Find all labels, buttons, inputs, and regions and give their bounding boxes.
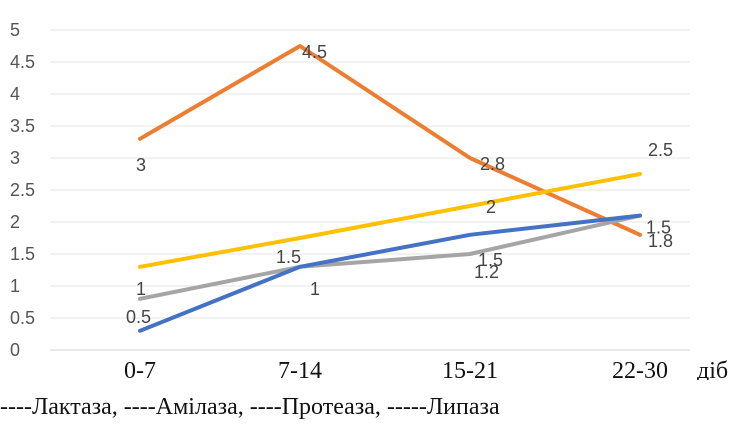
x-axis-unit: діб	[697, 358, 728, 380]
legend: ----Лактаза, ----Амілаза, ----Протеаза, …	[0, 394, 500, 420]
data-label: 1.5	[478, 250, 503, 270]
y-tick-label: 1	[10, 276, 20, 296]
data-labels: 3 4.5 2.8 1.8 2.5 1 1.5 1.5 1.5 0.5 1 2 1.2	[126, 42, 673, 327]
y-tick-label: 0	[10, 340, 20, 360]
series-line-3	[138, 213, 642, 301]
y-axis-ticks: 0 0.5 1 1.5 2 2.5 3 3.5 4 4.5 5	[10, 20, 35, 360]
y-tick-label: 0.5	[10, 308, 35, 328]
data-label: 1.8	[648, 231, 673, 251]
line-chart: 00.511.522.533.544.55 34.52.81.82.511.5 1…	[10, 20, 728, 384]
data-label: 1	[310, 279, 320, 299]
y-tick-label: 4.5	[10, 52, 35, 72]
x-tick-label: 22-30	[612, 358, 668, 380]
y-tick-label: 3.5	[10, 116, 35, 136]
data-label: 2.8	[480, 154, 505, 174]
y-tick-label: 5	[10, 20, 20, 40]
y-tick-label: 2	[10, 212, 20, 232]
data-label: 0.5	[126, 307, 151, 327]
data-label: 4.5	[302, 42, 327, 62]
series-line-2	[138, 172, 642, 269]
data-label: 1	[136, 279, 146, 299]
data-label: 2.5	[648, 140, 673, 160]
data-label: 1.2	[474, 262, 499, 282]
x-axis-ticks: 0-7 7-14 15-21 22-30	[124, 358, 668, 384]
gridlines	[50, 29, 690, 351]
x-tick-label: 7-14	[278, 358, 322, 380]
x-tick-label: 15-21	[442, 358, 498, 380]
y-tick-label: 4	[10, 84, 20, 104]
y-tick-label: 2.5	[10, 180, 35, 200]
y-tick-label: 1.5	[10, 244, 35, 264]
series-line-1	[138, 44, 642, 237]
y-tick-label: 3	[10, 148, 20, 168]
data-label: 2	[486, 197, 496, 217]
x-tick-label: 0-7	[124, 358, 156, 380]
data-label: 1.5	[276, 247, 301, 267]
series-line-4	[138, 213, 642, 333]
series-lines	[138, 44, 642, 333]
data-label: 3	[136, 155, 146, 175]
data-label: 1.5	[646, 218, 671, 238]
